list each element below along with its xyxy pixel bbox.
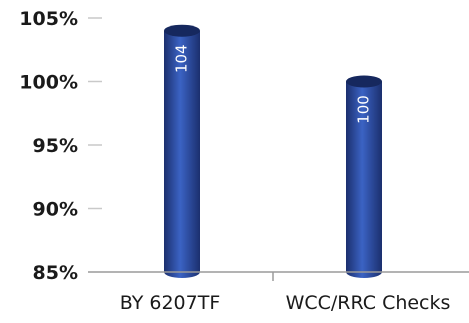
y-tick-label: 85% xyxy=(33,262,78,284)
bars: 104 100 xyxy=(164,24,382,278)
bar-data-label: 104 xyxy=(173,44,191,73)
y-tick-label: 90% xyxy=(33,199,78,221)
bar-body xyxy=(164,30,200,273)
bar: 104 xyxy=(164,24,200,278)
y-tick-label: 95% xyxy=(33,135,78,157)
y-axis: 85% 90% 95% 100% 105% xyxy=(19,8,102,284)
bar-top xyxy=(164,24,200,37)
x-category-label: WCC/RRC Checks xyxy=(286,292,451,314)
bar-body xyxy=(346,81,382,272)
bar-data-label: 100 xyxy=(355,95,373,124)
y-tick-label: 105% xyxy=(19,8,78,30)
x-category-label: BY 6207TF xyxy=(120,292,221,314)
x-axis: BY 6207TF WCC/RRC Checks xyxy=(88,271,469,314)
y-tick-label: 100% xyxy=(19,72,78,94)
bar-top xyxy=(346,75,382,88)
bar: 100 xyxy=(346,75,382,278)
